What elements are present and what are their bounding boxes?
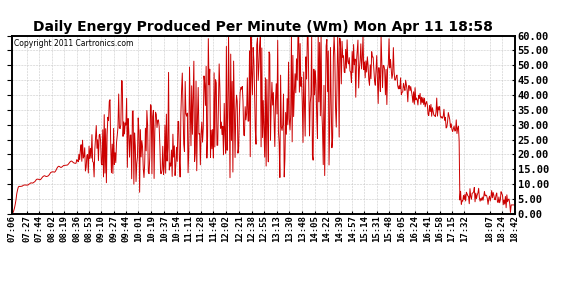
Text: Copyright 2011 Cartronics.com: Copyright 2011 Cartronics.com	[14, 39, 133, 48]
Title: Daily Energy Produced Per Minute (Wm) Mon Apr 11 18:58: Daily Energy Produced Per Minute (Wm) Mo…	[33, 20, 493, 34]
